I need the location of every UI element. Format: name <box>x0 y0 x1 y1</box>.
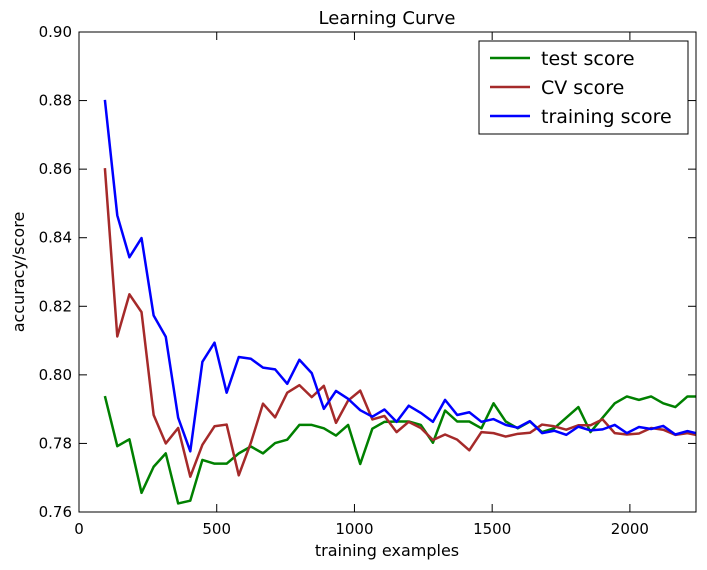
ticks-layer: 0 500 1000 1500 2000 0.76 0.78 0.80 0.82 0.84 0.86… <box>39 23 696 538</box>
x-axis-label: training examples <box>315 541 459 560</box>
plot-frame <box>78 31 697 513</box>
y-tick-label: 0.78 <box>39 434 72 452</box>
y-tick-label: 0.82 <box>39 297 72 315</box>
x-tick-label: 2000 <box>611 520 649 538</box>
series-line-0 <box>103 395 696 505</box>
series-layer <box>103 99 696 505</box>
legend-label-0: test score <box>541 48 635 70</box>
y-tick-label: 0.88 <box>39 92 72 110</box>
series-line-1 <box>103 168 696 478</box>
x-tick-label: 500 <box>202 520 231 538</box>
x-tick-label: 1500 <box>473 520 511 538</box>
chart-title: Learning Curve <box>319 8 456 29</box>
y-axis-label: accuracy/score <box>9 212 28 333</box>
y-tick-label: 0.90 <box>39 23 72 41</box>
legend: test score CV score training score <box>478 40 689 135</box>
x-tick-label: 1000 <box>335 520 373 538</box>
x-tick-label: 0 <box>74 520 84 538</box>
series-line-2 <box>103 99 696 453</box>
y-tick-label: 0.86 <box>39 160 72 178</box>
y-tick-label: 0.80 <box>39 366 72 384</box>
legend-label-1: CV score <box>541 77 624 99</box>
legend-label-2: training score <box>541 106 672 128</box>
y-tick-label: 0.76 <box>39 503 72 521</box>
y-tick-label: 0.84 <box>39 229 72 247</box>
